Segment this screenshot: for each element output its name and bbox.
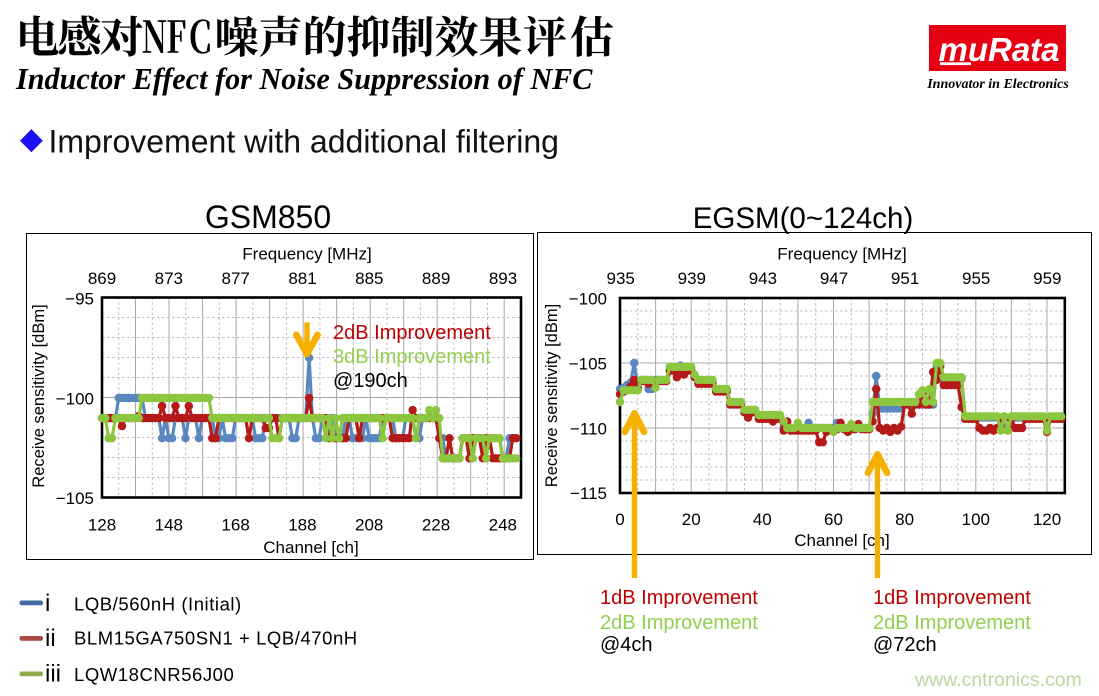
svg-text:@4ch: @4ch [600,634,653,656]
svg-text:893: 893 [489,269,517,288]
svg-text:2dB Improvement: 2dB Improvement [333,322,491,344]
svg-text:100: 100 [962,510,990,529]
svg-text:1dB Improvement: 1dB Improvement [873,587,1031,609]
svg-text:1dB Improvement: 1dB Improvement [600,587,758,609]
svg-text:@72ch: @72ch [873,634,937,656]
svg-text:889: 889 [422,269,450,288]
svg-text:Innovator in Electronics: Innovator in Electronics [926,77,1069,92]
svg-text:0: 0 [615,510,624,529]
svg-text:BLM15GA750SN1 + LQB/470nH: BLM15GA750SN1 + LQB/470nH [74,628,358,649]
svg-text:208: 208 [355,516,383,535]
svg-text:40: 40 [753,510,772,529]
svg-text:885: 885 [355,269,383,288]
svg-text:877: 877 [222,269,250,288]
svg-text:−110: −110 [570,420,607,439]
svg-text:120: 120 [1033,510,1061,529]
svg-text:Receive sensitivity [dBm]: Receive sensitivity [dBm] [30,304,48,487]
svg-text:935: 935 [607,269,635,288]
svg-text:188: 188 [288,516,316,535]
svg-text:3dB Improvement: 3dB Improvement [333,346,491,368]
svg-text:947: 947 [820,269,848,288]
svg-text:80: 80 [895,510,914,529]
svg-text:www.cntronics.com: www.cntronics.com [914,669,1082,691]
svg-text:128: 128 [88,516,116,535]
svg-text:−95: −95 [65,290,94,309]
svg-text:148: 148 [155,516,183,535]
svg-text:i: i [45,590,50,617]
svg-text:−105: −105 [56,489,94,508]
svg-text:LQW18CNR56J00: LQW18CNR56J00 [74,664,234,685]
svg-text:iii: iii [45,661,61,688]
svg-text:Frequency [MHz]: Frequency [MHz] [777,245,906,264]
svg-text:943: 943 [749,269,777,288]
svg-text:LQB/560nH (Initial): LQB/560nH (Initial) [74,594,242,615]
svg-text:60: 60 [824,510,843,529]
svg-text:2dB Improvement: 2dB Improvement [873,612,1031,634]
svg-text:Receive sensitivity [dBm]: Receive sensitivity [dBm] [543,304,561,487]
svg-text:2dB Improvement: 2dB Improvement [600,612,758,634]
svg-text:168: 168 [221,516,249,535]
svg-text:GSM850: GSM850 [205,199,331,235]
svg-text:881: 881 [288,269,316,288]
svg-text:muRata: muRata [938,31,1059,68]
svg-text:Channel [ch]: Channel [ch] [263,538,358,557]
svg-text:20: 20 [682,510,701,529]
svg-text:Channel [ch]: Channel [ch] [794,531,889,550]
svg-text:−105: −105 [569,355,607,374]
svg-text:−100: −100 [56,390,94,409]
svg-text:Frequency [MHz]: Frequency [MHz] [242,245,371,264]
svg-text:248: 248 [489,516,517,535]
svg-text:@190ch: @190ch [333,370,408,392]
svg-text:869: 869 [88,269,116,288]
svg-text:951: 951 [891,269,919,288]
svg-text:−100: −100 [569,290,607,309]
svg-text:Inductor Effect for Noise Supp: Inductor Effect for Noise Suppression of… [15,62,593,96]
svg-text:EGSM(0~124ch): EGSM(0~124ch) [693,202,914,235]
svg-text:955: 955 [962,269,990,288]
svg-text:−115: −115 [570,484,607,503]
svg-text:873: 873 [155,269,183,288]
svg-text:228: 228 [422,516,450,535]
svg-text:Improvement with additional fi: Improvement with additional filtering [49,124,559,160]
svg-text:ii: ii [45,625,56,652]
svg-text:959: 959 [1033,269,1061,288]
svg-text:939: 939 [678,269,706,288]
